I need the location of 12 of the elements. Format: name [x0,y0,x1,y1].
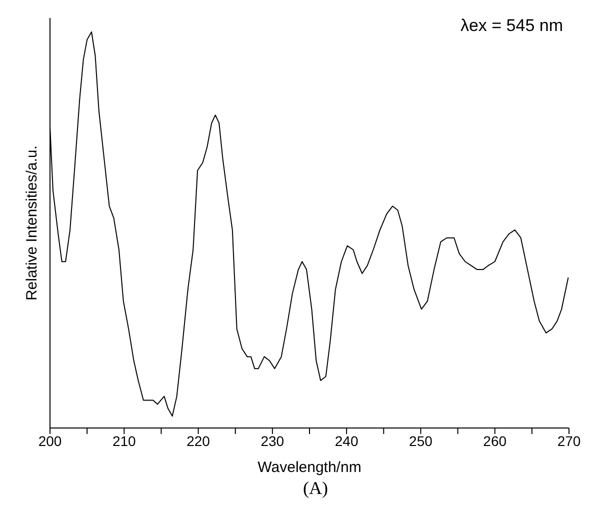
annotation: λex = 545 nm [460,16,563,36]
x-tick-label: 200 [38,432,62,449]
x-axis-title: Wavelength/nm [258,459,362,476]
x-tick-label: 260 [483,432,507,449]
y-axis-title: Relative Intensities/a.u. [23,145,40,301]
x-tick-label: 250 [409,432,433,449]
x-tick-label: 240 [334,432,358,449]
text: (A) [302,478,329,499]
x-tick-label: 210 [112,432,136,449]
x-tick-label: 270 [557,432,581,449]
x-tick-label: 230 [260,432,284,449]
x-tick-label: 220 [186,432,210,449]
